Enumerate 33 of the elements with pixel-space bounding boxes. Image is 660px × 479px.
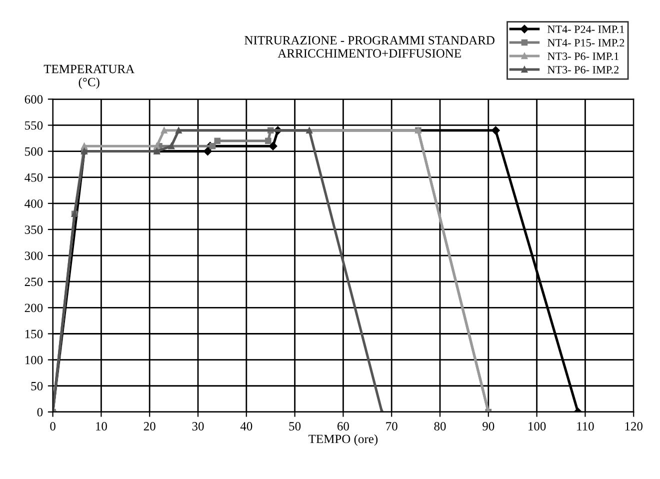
x-tick-label: 40 [240, 422, 252, 430]
x-tick-label: 10 [96, 422, 107, 430]
x-tick-label: 80 [434, 422, 446, 430]
y-axis-title: TEMPERATURA (°C) [44, 64, 134, 89]
y-tick-label: 300 [24, 252, 43, 260]
x-tick-label: 90 [482, 422, 494, 430]
y-tick-label: 0 [37, 408, 43, 416]
x-tick-label: 50 [289, 422, 301, 430]
chart-title: NITRURAZIONE - PROGRAMMI STANDARD ARRICCHIMENTO+DIFFUSIONE [244, 36, 494, 58]
legend-label: NT4- P15- IMP.2 [548, 39, 624, 47]
y-tick-label: 600 [24, 95, 43, 104]
y-tick-label: 250 [24, 278, 43, 286]
y-tick-label: 450 [24, 173, 43, 182]
x-tick-label: 20 [144, 422, 156, 430]
x-tick-label: 70 [386, 422, 398, 430]
legend-label: NT3- P6- IMP.2 [548, 66, 619, 74]
x-tick-label: 30 [192, 422, 204, 430]
y-tick-label: 500 [25, 147, 43, 156]
legend-label: NT3- P6- IMP.1 [548, 52, 618, 60]
x-tick-label: 110 [577, 422, 594, 430]
y-tick-label: 400 [24, 199, 43, 208]
y-tick-label: 550 [25, 121, 43, 130]
x-tick-label: 0 [50, 422, 56, 430]
x-axis-title: TEMPO (ore) [308, 434, 378, 446]
y-tick-label: 50 [31, 382, 43, 390]
y-tick-label: 350 [24, 226, 43, 234]
y-tick-label: 200 [24, 304, 43, 312]
x-tick-label: 60 [337, 422, 349, 430]
y-tick-label: 150 [25, 330, 43, 338]
x-tick-label: 120 [625, 422, 642, 430]
legend-label: NT4- P24- IMP.1 [548, 26, 624, 34]
x-tick-label: 100 [528, 422, 546, 430]
y-tick-label: 100 [25, 356, 43, 364]
